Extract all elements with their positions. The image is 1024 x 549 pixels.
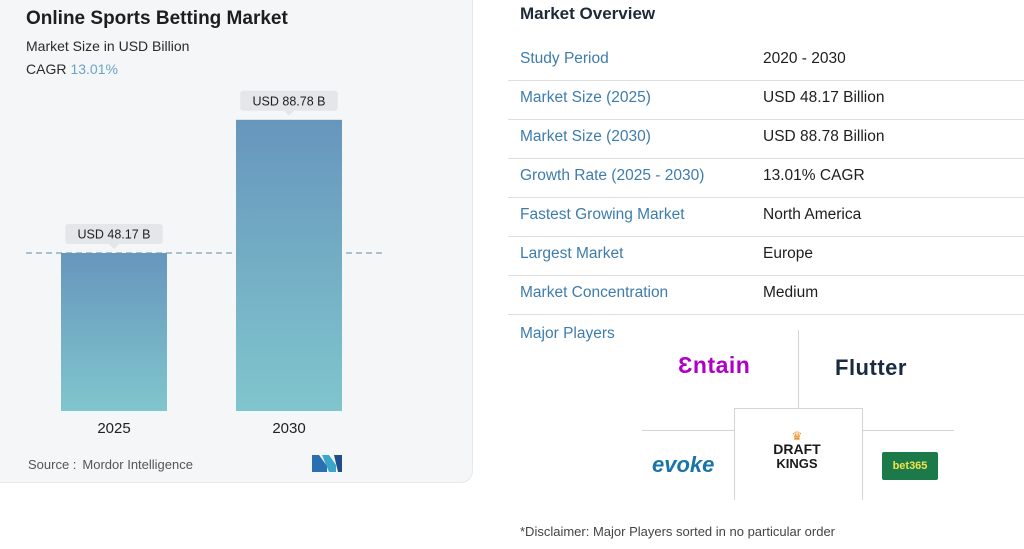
row-label: Largest Market [520, 245, 624, 262]
chart-card: Online Sports Betting Market Market Size… [0, 0, 473, 483]
major-players-label: Major Players [520, 325, 615, 342]
draftkings-bottom: KINGS [776, 456, 818, 471]
flutter-logo: Flutter [835, 355, 907, 380]
divider [862, 430, 954, 431]
cagr-value: 13.01% [70, 61, 118, 77]
table-row: Market Size (2030) USD 88.78 Billion [508, 120, 1024, 159]
row-label: Market Size (2025) [520, 89, 651, 106]
table-row: Growth Rate (2025 - 2030) 13.01% CAGR [508, 159, 1024, 198]
cagr-label: CAGR [26, 61, 67, 77]
bar-2025 [61, 253, 167, 411]
entain-logo: Ɛntain [678, 352, 751, 378]
row-value: Medium [763, 284, 819, 301]
draftkings-logo: ♛ DRAFT KINGS [762, 430, 832, 470]
table-row: Fastest Growing Market North America [508, 198, 1024, 237]
row-value: Europe [763, 245, 813, 262]
row-value: 13.01% CAGR [763, 167, 865, 184]
divider [734, 408, 735, 500]
source-label: Source : [28, 457, 77, 472]
data-label: USD 48.17 B [78, 228, 151, 242]
table-row: Largest Market Europe [508, 237, 1024, 276]
table-row: Study Period 2020 - 2030 [508, 42, 1024, 81]
row-value: 2020 - 2030 [763, 50, 846, 67]
divider [642, 430, 734, 431]
bar-chart: USD 48.17 B 2025 USD 88.78 B 2030 [26, 90, 382, 437]
row-value: North America [763, 206, 862, 223]
x-tick-label: 2030 [272, 420, 305, 437]
divider [798, 330, 799, 408]
row-value: USD 48.17 Billion [763, 89, 885, 106]
chart-subtitle: Market Size in USD Billion [26, 38, 190, 54]
chart-title: Online Sports Betting Market [26, 8, 288, 29]
row-label: Market Concentration [520, 284, 669, 301]
mordor-logo-icon [312, 455, 342, 472]
divider [734, 408, 862, 409]
row-label: Growth Rate (2025 - 2030) [520, 167, 705, 184]
row-value: USD 88.78 Billion [763, 128, 885, 145]
row-label: Market Size (2030) [520, 128, 651, 145]
data-label: USD 88.78 B [253, 94, 326, 108]
source-line: Source : Mordor Intelligence [28, 457, 193, 472]
data-label-box [240, 90, 338, 111]
source-value: Mordor Intelligence [82, 457, 193, 472]
draftkings-top: DRAFT [773, 441, 821, 457]
overview-table: Study Period 2020 - 2030 Market Size (202… [508, 42, 1024, 315]
x-tick-label: 2025 [97, 420, 130, 437]
table-row: Market Size (2025) USD 48.17 Billion [508, 81, 1024, 120]
bar-2030 [236, 119, 342, 411]
data-label-box [65, 224, 163, 245]
crown-icon: ♛ [791, 429, 803, 443]
table-row: Market Concentration Medium [508, 276, 1024, 315]
overview-title: Market Overview [520, 4, 656, 23]
major-players-grid: Ɛntain Flutter evoke ♛ DRAFT KINGS bet36… [640, 330, 960, 505]
cagr-line: CAGR 13.01% [26, 61, 118, 77]
data-label-pointer [284, 110, 294, 116]
bet365-logo: bet365 [882, 452, 938, 480]
evoke-logo: evoke [652, 452, 715, 477]
divider [862, 408, 863, 500]
disclaimer: *Disclaimer: Major Players sorted in no … [520, 524, 836, 539]
data-label-pointer [109, 244, 119, 250]
row-label: Fastest Growing Market [520, 206, 685, 223]
row-label: Study Period [520, 50, 609, 67]
